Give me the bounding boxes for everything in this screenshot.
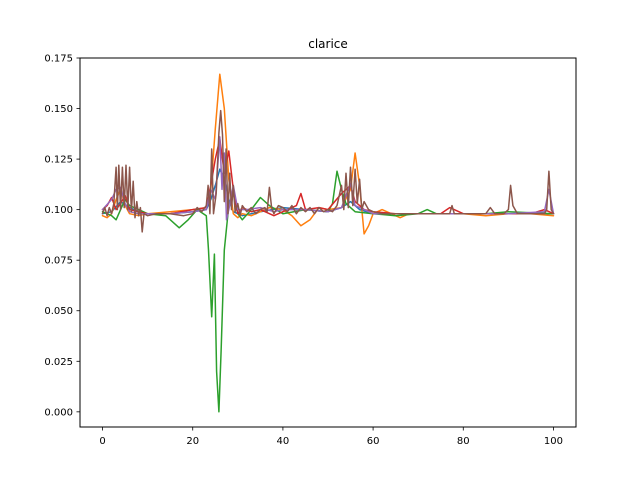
chart-title: clarice: [308, 37, 348, 51]
x-axis: 0 20 40 60 80 100: [99, 427, 563, 447]
y-tick-label: 0.150: [44, 104, 73, 115]
y-axis: 0.000 0.025 0.050 0.075 0.100 0.125 0.150 0.175: [44, 54, 80, 418]
y-tick-label: 0.125: [44, 155, 73, 166]
y-tick-label: 0.025: [44, 357, 73, 368]
x-tick-label: 80: [457, 436, 470, 447]
x-tick-label: 40: [277, 436, 290, 447]
y-tick-label: 0.175: [44, 54, 73, 65]
y-tick-label: 0.100: [44, 205, 73, 216]
y-tick-label: 0.075: [44, 256, 73, 267]
y-tick-label: 0.000: [44, 407, 73, 418]
y-tick-label: 0.050: [44, 306, 73, 317]
x-tick-label: 60: [367, 436, 380, 447]
plot-frame: [79, 57, 577, 428]
x-tick-label: 0: [99, 436, 105, 447]
x-tick-label: 100: [544, 436, 563, 447]
series-layer: [101, 73, 555, 413]
series-line-6: [101, 109, 555, 233]
x-tick-label: 20: [186, 436, 199, 447]
